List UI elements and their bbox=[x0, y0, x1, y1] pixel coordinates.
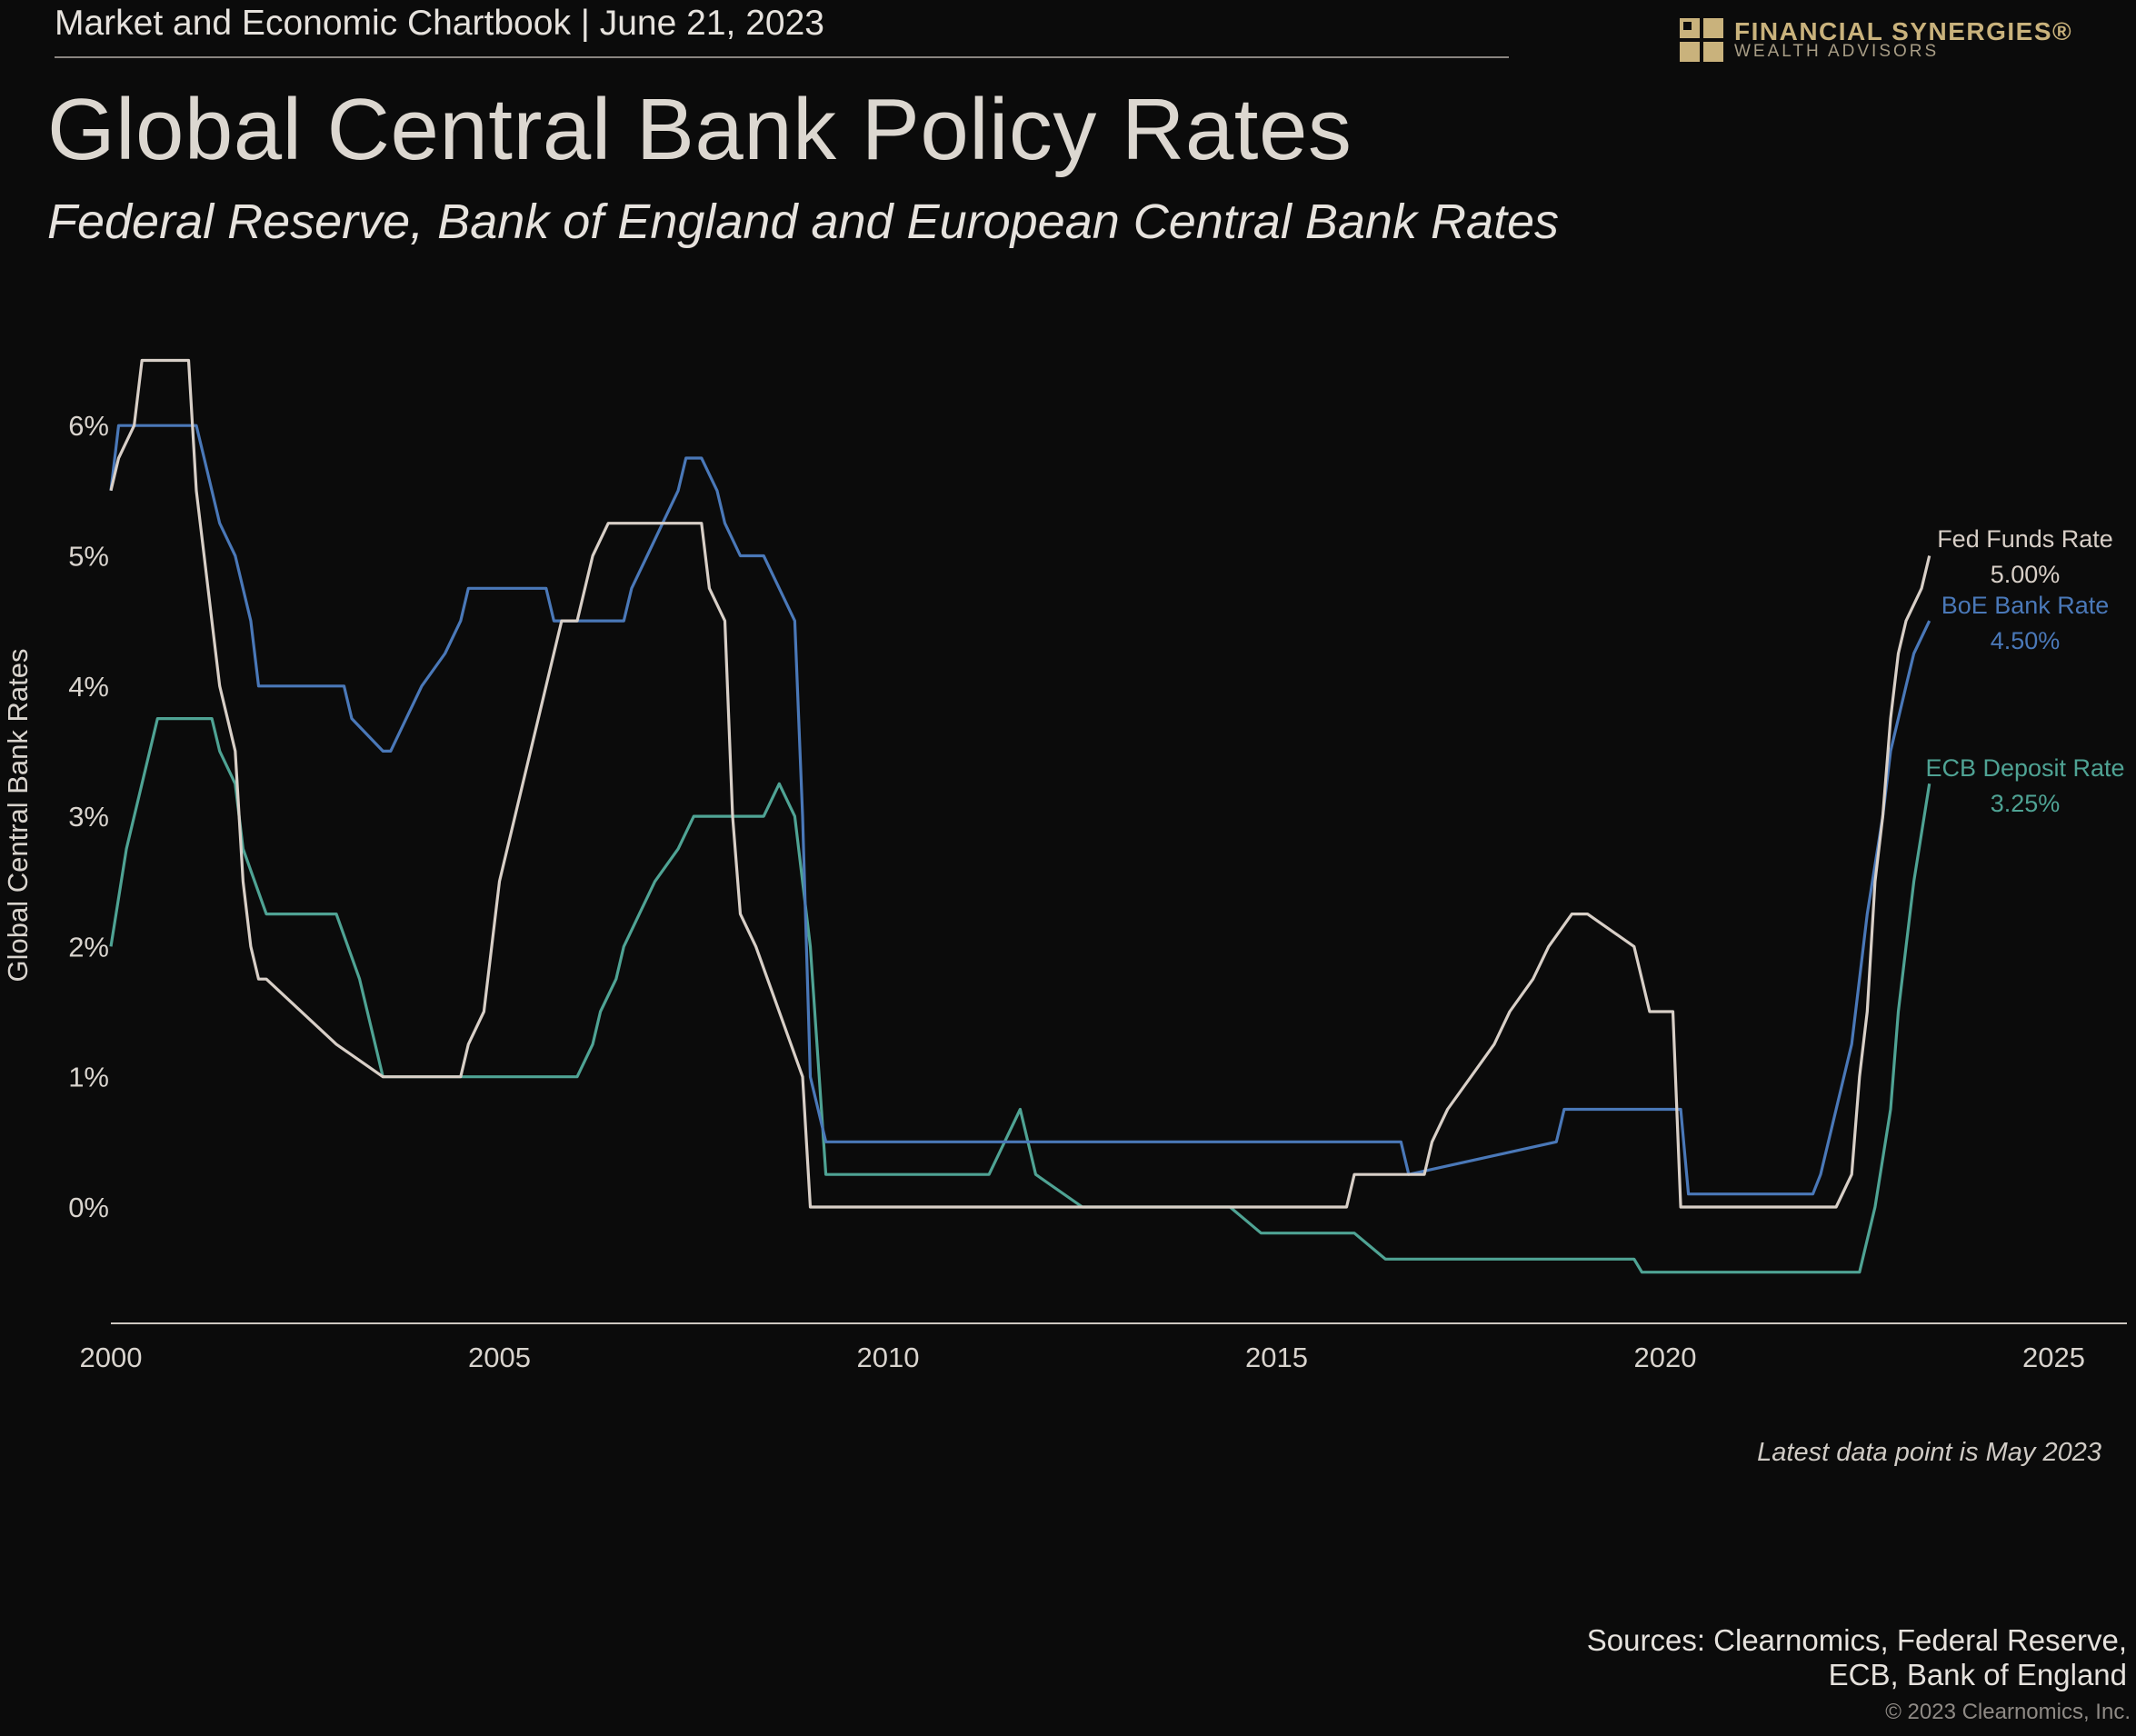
y-tick-label: 4% bbox=[68, 671, 109, 703]
x-tick-label: 2025 bbox=[2022, 1342, 2085, 1373]
logo-mark-icon bbox=[1680, 18, 1723, 62]
sources-line-2: ECB, Bank of England bbox=[1828, 1658, 2127, 1691]
sources-line-1: Sources: Clearnomics, Federal Reserve, bbox=[1586, 1623, 2127, 1657]
sources-note: Sources: Clearnomics, Federal Reserve, E… bbox=[1587, 1623, 2127, 1692]
series-label-ecb-deposit-rate: ECB Deposit Rate bbox=[1925, 754, 2124, 782]
x-tick-label: 2010 bbox=[857, 1342, 920, 1373]
series-line-fed-funds-rate bbox=[109, 358, 1931, 1209]
y-tick-label: 3% bbox=[68, 801, 109, 833]
series-value-fed-funds-rate: 5.00% bbox=[1991, 561, 2061, 588]
company-logo: FINANCIAL SYNERGIES® WEALTH ADVISORS bbox=[1680, 18, 2080, 62]
series-label-fed-funds-rate: Fed Funds Rate bbox=[1937, 525, 2113, 553]
latest-data-note: Latest data point is May 2023 bbox=[1757, 1438, 2101, 1467]
y-axis-label: Global Central Bank Rates bbox=[2, 648, 34, 982]
series-line-ecb-deposit-rate bbox=[109, 716, 1931, 1274]
series-line-boe-bank-rate bbox=[109, 424, 1931, 1196]
series-value-ecb-deposit-rate: 3.25% bbox=[1991, 790, 2061, 817]
header-divider bbox=[55, 56, 1509, 58]
page-subtitle: Federal Reserve, Bank of England and Eur… bbox=[47, 195, 1560, 249]
x-tick-label: 2020 bbox=[1634, 1342, 1697, 1373]
chartbook-header: Market and Economic Chartbook | June 21,… bbox=[55, 4, 824, 43]
logo-subtitle: WEALTH ADVISORS bbox=[1734, 42, 1940, 61]
y-tick-label: 1% bbox=[68, 1062, 109, 1093]
copyright: © 2023 Clearnomics, Inc. bbox=[1885, 1700, 2131, 1724]
series-label-boe-bank-rate: BoE Bank Rate bbox=[1941, 592, 2110, 619]
logo-name: FINANCIAL SYNERGIES® bbox=[1734, 17, 2073, 45]
y-tick-label: 5% bbox=[68, 541, 109, 573]
x-tick-label: 2000 bbox=[80, 1342, 143, 1373]
y-tick-label: 2% bbox=[68, 931, 109, 963]
y-tick-label: 6% bbox=[68, 410, 109, 442]
series-value-boe-bank-rate: 4.50% bbox=[1991, 627, 2061, 654]
page-title: Global Central Bank Policy Rates bbox=[47, 81, 1352, 178]
x-tick-label: 2005 bbox=[468, 1342, 531, 1373]
x-tick-label: 2015 bbox=[1245, 1342, 1308, 1373]
y-tick-label: 0% bbox=[68, 1192, 109, 1223]
